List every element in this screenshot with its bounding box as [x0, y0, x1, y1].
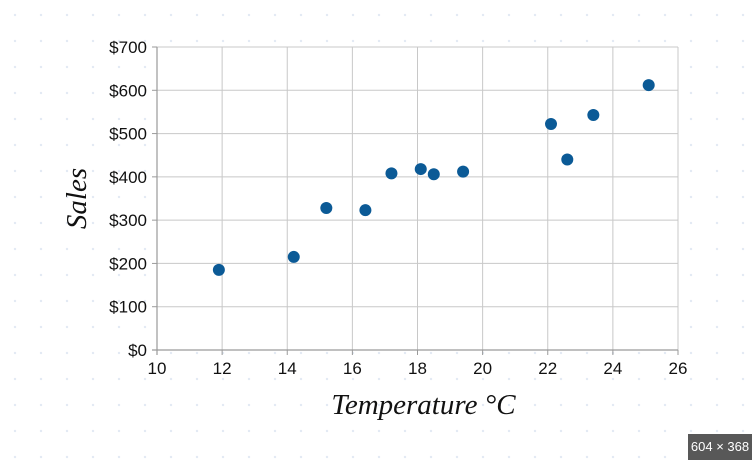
- data-point: [287, 250, 300, 263]
- x-tick-label: 20: [473, 359, 492, 378]
- y-tick-label: $200: [109, 254, 147, 273]
- data-point: [385, 167, 398, 180]
- data-point: [642, 79, 655, 92]
- x-tick-label: 14: [278, 359, 297, 378]
- x-tick-label: 26: [669, 359, 688, 378]
- data-point: [545, 118, 558, 131]
- data-point: [212, 263, 225, 276]
- x-tick-label: 22: [538, 359, 557, 378]
- data-point: [427, 168, 440, 181]
- y-axis-title: Sales: [61, 168, 93, 229]
- x-tick-label: 12: [213, 359, 232, 378]
- data-point: [561, 153, 574, 166]
- y-tick-label: $100: [109, 298, 147, 317]
- data-point: [359, 204, 372, 217]
- y-tick-label: $0: [128, 341, 147, 360]
- image-size-badge: 604 × 368: [688, 434, 752, 460]
- data-point: [414, 163, 427, 176]
- data-point: [320, 202, 333, 215]
- y-tick-label: $300: [109, 211, 147, 230]
- y-tick-label: $600: [109, 81, 147, 100]
- x-tick-label: 18: [408, 359, 427, 378]
- data-point: [457, 165, 470, 178]
- x-tick-label: 24: [603, 359, 622, 378]
- x-axis-title: Temperature °C: [331, 389, 516, 421]
- y-tick-label: $500: [109, 125, 147, 144]
- y-tick-label: $400: [109, 168, 147, 187]
- x-tick-label: 10: [148, 359, 167, 378]
- y-tick-label: $700: [109, 38, 147, 57]
- x-tick-label: 16: [343, 359, 362, 378]
- data-point: [587, 108, 600, 121]
